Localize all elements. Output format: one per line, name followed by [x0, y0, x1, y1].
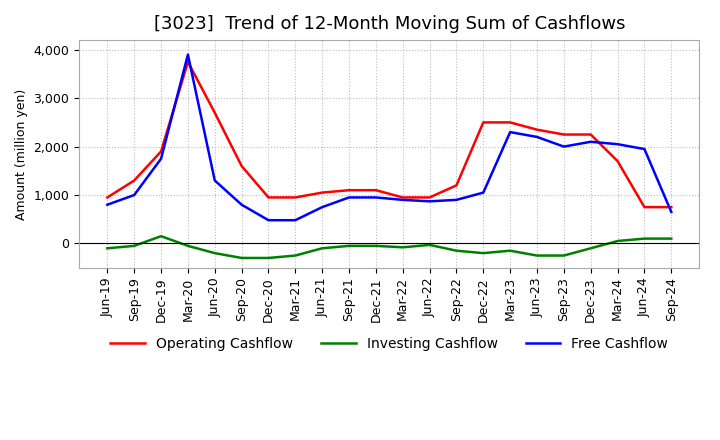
Y-axis label: Amount (million yen): Amount (million yen): [15, 88, 28, 220]
Investing Cashflow: [613, 238, 622, 244]
Free Cashflow: [210, 178, 219, 183]
Free Cashflow: [479, 190, 487, 195]
Free Cashflow: [452, 197, 461, 202]
Operating Cashflow: [667, 205, 675, 210]
Investing Cashflow: [426, 242, 434, 248]
Investing Cashflow: [184, 243, 192, 249]
Investing Cashflow: [506, 248, 515, 253]
Free Cashflow: [345, 195, 354, 200]
Operating Cashflow: [479, 120, 487, 125]
Free Cashflow: [291, 217, 300, 223]
Operating Cashflow: [264, 195, 273, 200]
Title: [3023]  Trend of 12-Month Moving Sum of Cashflows: [3023] Trend of 12-Month Moving Sum of C…: [153, 15, 625, 33]
Free Cashflow: [640, 147, 649, 152]
Free Cashflow: [398, 197, 407, 202]
Investing Cashflow: [210, 250, 219, 256]
Free Cashflow: [533, 134, 541, 139]
Operating Cashflow: [238, 163, 246, 169]
Line: Investing Cashflow: Investing Cashflow: [107, 236, 671, 258]
Investing Cashflow: [667, 236, 675, 241]
Free Cashflow: [372, 195, 380, 200]
Investing Cashflow: [372, 243, 380, 249]
Operating Cashflow: [291, 195, 300, 200]
Free Cashflow: [426, 199, 434, 204]
Line: Operating Cashflow: Operating Cashflow: [107, 62, 671, 207]
Free Cashflow: [318, 205, 326, 210]
Free Cashflow: [130, 192, 138, 198]
Investing Cashflow: [640, 236, 649, 241]
Free Cashflow: [586, 139, 595, 144]
Investing Cashflow: [452, 248, 461, 253]
Investing Cashflow: [586, 246, 595, 251]
Line: Free Cashflow: Free Cashflow: [107, 55, 671, 220]
Operating Cashflow: [533, 127, 541, 132]
Legend: Operating Cashflow, Investing Cashflow, Free Cashflow: Operating Cashflow, Investing Cashflow, …: [105, 331, 674, 356]
Investing Cashflow: [318, 246, 326, 251]
Operating Cashflow: [426, 195, 434, 200]
Free Cashflow: [506, 129, 515, 135]
Operating Cashflow: [586, 132, 595, 137]
Operating Cashflow: [184, 59, 192, 65]
Free Cashflow: [157, 156, 166, 161]
Operating Cashflow: [372, 187, 380, 193]
Free Cashflow: [264, 217, 273, 223]
Operating Cashflow: [559, 132, 568, 137]
Operating Cashflow: [318, 190, 326, 195]
Investing Cashflow: [130, 243, 138, 249]
Investing Cashflow: [103, 246, 112, 251]
Free Cashflow: [184, 52, 192, 57]
Operating Cashflow: [398, 195, 407, 200]
Operating Cashflow: [640, 205, 649, 210]
Operating Cashflow: [157, 149, 166, 154]
Investing Cashflow: [157, 234, 166, 239]
Investing Cashflow: [264, 255, 273, 260]
Free Cashflow: [559, 144, 568, 149]
Operating Cashflow: [345, 187, 354, 193]
Free Cashflow: [103, 202, 112, 207]
Investing Cashflow: [479, 250, 487, 256]
Operating Cashflow: [130, 178, 138, 183]
Operating Cashflow: [506, 120, 515, 125]
Operating Cashflow: [103, 195, 112, 200]
Investing Cashflow: [559, 253, 568, 258]
Investing Cashflow: [238, 255, 246, 260]
Investing Cashflow: [291, 253, 300, 258]
Free Cashflow: [613, 142, 622, 147]
Free Cashflow: [667, 209, 675, 215]
Investing Cashflow: [345, 243, 354, 249]
Operating Cashflow: [452, 183, 461, 188]
Free Cashflow: [238, 202, 246, 207]
Operating Cashflow: [613, 158, 622, 164]
Investing Cashflow: [398, 245, 407, 250]
Investing Cashflow: [533, 253, 541, 258]
Operating Cashflow: [210, 110, 219, 115]
